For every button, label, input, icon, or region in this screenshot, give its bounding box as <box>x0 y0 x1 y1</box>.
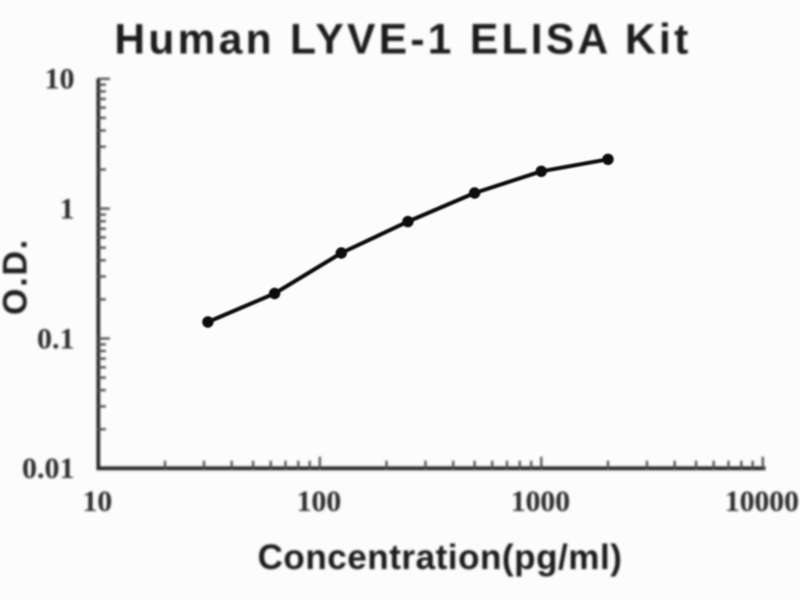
svg-text:0.1: 0.1 <box>37 322 75 355</box>
svg-text:Concentration(pg/ml): Concentration(pg/ml) <box>258 538 623 577</box>
svg-text:10: 10 <box>45 63 75 96</box>
svg-text:0.01: 0.01 <box>22 452 75 485</box>
svg-text:1: 1 <box>60 192 75 225</box>
svg-text:Human LYVE-1 ELISA Kit: Human LYVE-1 ELISA Kit <box>114 17 691 64</box>
svg-text:1000: 1000 <box>511 485 570 518</box>
svg-text:O.D.: O.D. <box>0 238 35 315</box>
svg-text:10000: 10000 <box>725 485 799 518</box>
svg-text:100: 100 <box>297 485 341 518</box>
svg-text:10: 10 <box>82 485 112 518</box>
